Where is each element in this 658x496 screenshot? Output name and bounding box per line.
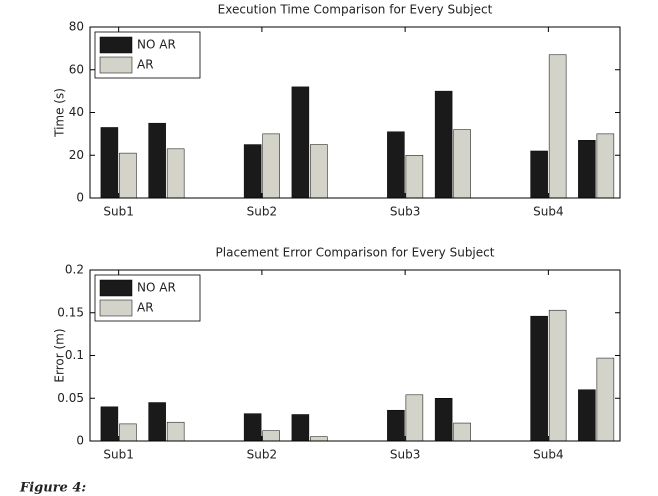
bar [453,422,471,442]
y-tick-label: 0 [76,191,84,205]
bar [100,406,119,442]
legend-label: NO AR [137,281,176,295]
legend-swatch [99,56,133,74]
y-tick-label: 0.15 [57,305,84,319]
legend-swatch [99,36,133,54]
y-tick-label: 40 [69,105,84,119]
bar [262,133,280,199]
y-tick-label: 60 [69,62,84,76]
legend-swatch [99,299,133,317]
x-tick-label: Sub4 [533,205,563,219]
bar [530,315,548,442]
x-tick-label: Sub2 [247,205,277,219]
x-tick-label: Sub3 [390,448,420,462]
bar [100,127,119,199]
bar [291,414,310,442]
y-tick-label: 20 [69,148,84,162]
bar [148,402,166,442]
bar [596,357,615,442]
bar [530,150,548,199]
bar [119,423,137,442]
x-tick-label: Sub3 [390,205,420,219]
bar [310,436,328,442]
x-tick-label: Sub4 [533,448,563,462]
axes-frame [89,26,621,199]
legend-label: AR [137,301,154,315]
bar [405,394,424,442]
y-axis-label: Time (s) [53,88,67,138]
bar [166,421,185,442]
bar [310,144,328,199]
bar [453,129,471,199]
x-tick-label: Sub2 [247,448,277,462]
y-tick-label: 0.1 [65,348,84,362]
bar [387,131,405,199]
y-tick-label: 80 [69,20,84,34]
chart-title: Placement Error Comparison for Every Sub… [216,246,495,260]
bar [578,140,596,199]
bar [405,155,424,199]
chart-title: Execution Time Comparison for Every Subj… [218,3,493,17]
bar [262,430,280,442]
bar [548,54,567,199]
bar [387,409,405,442]
x-tick-label: Sub1 [103,448,133,462]
y-axis-label: Error (m) [53,328,67,382]
bar [596,133,615,199]
axes-frame [89,269,621,442]
bar [578,389,596,442]
bar [434,398,453,442]
bar [434,90,453,199]
bar [548,309,567,442]
legend-swatch [99,279,133,297]
y-tick-label: 0 [76,434,84,448]
bar [291,86,310,199]
bar [243,144,262,199]
y-tick-label: 0.2 [65,263,84,277]
bar [166,148,185,199]
legend-label: AR [137,58,154,72]
bar [148,122,166,199]
caption: Figure 4: [19,481,86,496]
x-tick-label: Sub1 [103,205,133,219]
bar [243,413,262,442]
y-tick-label: 0.05 [57,391,84,405]
legend-label: NO AR [137,38,176,52]
bar [119,152,137,199]
